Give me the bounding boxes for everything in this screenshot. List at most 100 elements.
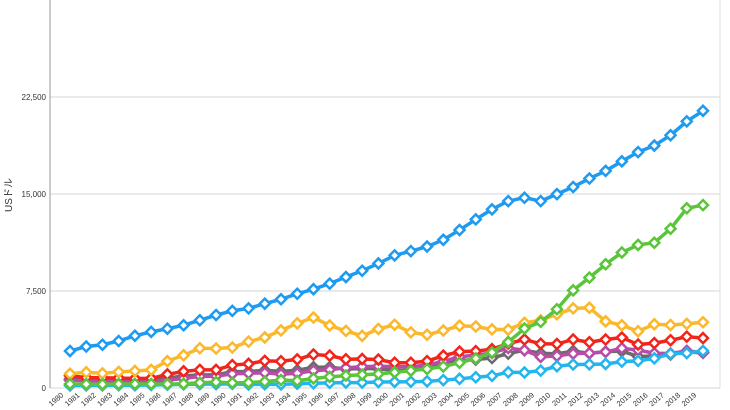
point-marker [274, 292, 288, 307]
point-marker [225, 304, 240, 318]
x-tick-label: 1999 [355, 391, 374, 409]
point-marker [111, 334, 126, 348]
point-marker [631, 337, 645, 352]
point-marker [387, 365, 402, 380]
point-marker [533, 363, 548, 378]
point-marker [485, 369, 499, 383]
point-marker [452, 355, 467, 370]
series-line [69, 346, 704, 384]
point-marker [128, 329, 142, 343]
point-marker [290, 373, 304, 388]
point-marker [322, 276, 337, 291]
point-marker [647, 235, 662, 250]
x-tick-label: 2017 [647, 391, 666, 409]
point-marker [469, 351, 483, 366]
point-marker [566, 180, 580, 194]
point-marker [469, 212, 483, 227]
point-marker [209, 363, 223, 377]
point-marker [517, 365, 532, 380]
point-marker [582, 335, 597, 349]
point-marker [436, 359, 451, 374]
point-marker [241, 301, 256, 316]
point-marker [550, 187, 564, 201]
point-marker [436, 233, 451, 247]
point-marker [663, 346, 678, 361]
point-marker [274, 354, 288, 368]
point-marker [550, 359, 564, 374]
point-marker [582, 301, 597, 315]
point-marker [550, 337, 564, 351]
x-tick-label: 2011 [550, 391, 568, 408]
series [63, 301, 710, 381]
point-marker [144, 363, 158, 377]
x-tick-label: 2005 [452, 391, 471, 409]
point-marker [387, 248, 402, 263]
x-tick-label: 2003 [420, 391, 439, 409]
point-marker [598, 314, 613, 329]
point-marker [144, 325, 158, 339]
point-marker [680, 346, 694, 360]
point-marker [420, 239, 434, 254]
point-marker [176, 377, 191, 391]
point-marker [339, 375, 353, 390]
point-marker [95, 337, 110, 352]
point-marker [404, 244, 418, 258]
point-marker [663, 222, 678, 236]
point-marker [241, 357, 256, 371]
x-tick-label: 1981 [63, 391, 82, 409]
point-marker [517, 332, 532, 347]
x-tick-label: 1995 [290, 391, 309, 409]
point-marker [615, 245, 629, 260]
point-marker [387, 375, 402, 389]
point-marker [95, 377, 110, 392]
y-tick-label: 0 [42, 384, 47, 393]
x-tick-label: 2006 [469, 391, 488, 409]
point-marker [469, 319, 483, 334]
point-marker [355, 375, 369, 390]
x-tick-label: 1993 [258, 391, 277, 409]
point-marker [647, 317, 662, 332]
point-marker [663, 318, 678, 332]
point-marker [79, 339, 93, 354]
point-marker [598, 345, 613, 359]
point-marker [598, 332, 613, 347]
point-marker [696, 198, 710, 212]
x-tick-label: 2016 [631, 391, 650, 409]
x-tick-label: 1989 [193, 391, 212, 409]
point-marker [339, 324, 353, 338]
point-marker [290, 316, 304, 331]
point-marker [258, 354, 272, 368]
point-marker [355, 352, 369, 366]
x-tick-label: 1987 [160, 391, 179, 409]
point-marker [501, 194, 515, 208]
point-marker [290, 352, 304, 367]
point-marker [696, 315, 710, 330]
x-tick-label: 1988 [177, 391, 196, 409]
point-marker [322, 348, 337, 363]
point-marker [225, 376, 240, 390]
point-marker [533, 350, 548, 364]
point-marker [209, 341, 223, 356]
point-marker [404, 363, 418, 378]
point-marker [598, 164, 613, 178]
point-marker [501, 322, 515, 337]
point-marker [582, 357, 597, 372]
x-tick-label: 2012 [566, 391, 585, 409]
point-marker [615, 318, 629, 333]
point-marker [160, 377, 175, 391]
point-marker [566, 283, 580, 298]
point-marker [371, 375, 386, 389]
point-marker [371, 367, 386, 381]
point-marker [647, 138, 662, 153]
point-marker [647, 336, 662, 350]
y-tick-label: 7,500 [26, 287, 47, 296]
point-marker [225, 358, 240, 372]
point-marker [582, 171, 597, 186]
point-marker [615, 354, 629, 369]
x-tick-label: 1986 [144, 391, 163, 409]
point-marker [63, 344, 77, 358]
point-marker [533, 337, 548, 351]
point-marker [79, 365, 93, 380]
x-tick-label: 1980 [47, 391, 66, 409]
point-marker [355, 264, 369, 278]
